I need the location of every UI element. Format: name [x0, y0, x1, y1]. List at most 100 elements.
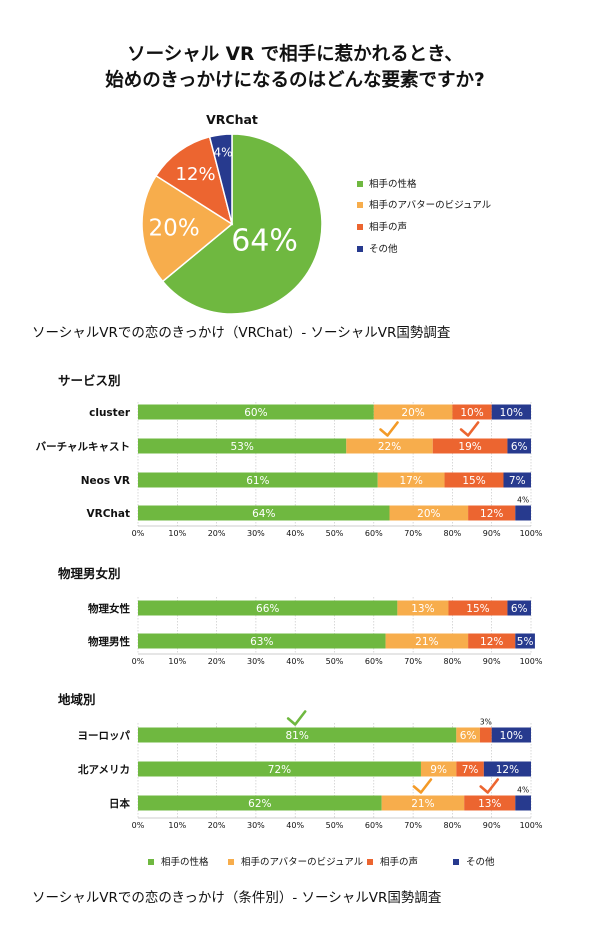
bar-segment [452, 404, 492, 420]
bar-value-label: 12% [496, 764, 519, 776]
bar-value-label: 81% [285, 730, 308, 742]
legend-swatch-1 [148, 859, 154, 865]
pie-legend-label-1: 相手の性格 [369, 178, 417, 190]
pie-slice-2 [141, 174, 234, 283]
legend-swatch-3 [367, 859, 373, 865]
x-tick-label: 10% [168, 821, 186, 830]
bar-segment [515, 633, 535, 649]
legend-label-1: 相手の性格 [161, 856, 209, 868]
bar-group-title-1: サービス別 [58, 373, 121, 388]
x-tick-label: 60% [365, 821, 383, 830]
x-tick-label: 10% [168, 657, 186, 666]
bar-value-label: 53% [230, 441, 253, 453]
pie-legend-label-2: 相手のアバターのビジュアル [369, 199, 492, 211]
category-label: 物理男性 [88, 635, 130, 648]
category-label: 物理女性 [88, 602, 130, 615]
bar-segment [432, 438, 508, 454]
pie-legend-swatch-2 [357, 202, 363, 208]
x-tick-label: 70% [404, 821, 422, 830]
x-tick-label: 90% [483, 529, 501, 538]
bar-value-label: 10% [500, 407, 523, 419]
bar-segment [138, 795, 382, 811]
bar-group-title-3: 地域別 [58, 692, 96, 707]
bar-segment [397, 600, 449, 616]
bar-value-label: 21% [411, 798, 434, 810]
bar-segment [377, 472, 445, 488]
bar-value-label: 6% [511, 441, 528, 453]
bar-segment [373, 404, 453, 420]
bar-value-label: 15% [462, 475, 485, 487]
bar-value-label: 62% [248, 798, 271, 810]
x-tick-label: 30% [247, 529, 265, 538]
legend-swatch-2 [228, 859, 234, 865]
x-tick-label: 40% [286, 821, 304, 830]
x-tick-label: 0% [132, 821, 145, 830]
bar-value-label: 3% [480, 718, 492, 727]
checkmark-icon [379, 421, 399, 437]
bar-segment [138, 727, 457, 743]
bar-segment [389, 505, 469, 521]
bar-segment [138, 633, 386, 649]
pie-legend-label-4: その他 [369, 243, 398, 255]
pie-label-3: 12% [176, 164, 216, 185]
bar-segment [444, 472, 504, 488]
bar-caption: ソーシャルVRでの恋のきっかけ（条件別）- ソーシャルVR国勢調査 [32, 890, 442, 906]
bar-segment [515, 505, 531, 521]
bar-value-label: 4% [517, 786, 529, 795]
bar-value-label: 66% [256, 603, 279, 615]
bar-value-label: 61% [246, 475, 269, 487]
bar-segment [515, 795, 531, 811]
x-tick-label: 100% [520, 821, 543, 830]
bar-value-label: 17% [399, 475, 422, 487]
x-tick-label: 30% [247, 821, 265, 830]
bar-segment [468, 505, 516, 521]
pie-label-4: 4% [213, 146, 232, 160]
x-tick-label: 60% [365, 657, 383, 666]
x-tick-label: 80% [444, 821, 462, 830]
x-tick-label: 20% [208, 529, 226, 538]
x-tick-label: 50% [326, 657, 344, 666]
bar-value-label: 13% [478, 798, 501, 810]
chart-title-line1: ソーシャル VR で相手に惹かれるとき、 [127, 44, 463, 65]
x-tick-label: 20% [208, 657, 226, 666]
x-tick-label: 50% [326, 821, 344, 830]
x-tick-label: 40% [286, 529, 304, 538]
category-label: ヨーロッパ [78, 730, 131, 742]
bar-value-label: 15% [466, 603, 489, 615]
bar-value-label: 12% [480, 508, 503, 520]
bar-group-title-2: 物理男女別 [58, 566, 121, 581]
bar-segment [138, 761, 421, 777]
pie-legend-swatch-4 [357, 246, 363, 252]
bar-segment [491, 404, 531, 420]
bar-segment [456, 727, 480, 743]
pie-slice-1 [161, 133, 323, 315]
bar-segment [420, 761, 457, 777]
bar-value-label: 21% [415, 636, 438, 648]
bar-value-label: 20% [417, 508, 440, 520]
x-tick-label: 100% [520, 657, 543, 666]
x-tick-label: 80% [444, 657, 462, 666]
bar-segment [448, 600, 508, 616]
pie-label-1: 64% [231, 223, 298, 258]
bar-segment [138, 438, 347, 454]
bar-segment [138, 472, 378, 488]
bar-segment [456, 761, 484, 777]
pie-slice-3 [154, 135, 234, 226]
bar-value-label: 10% [460, 407, 483, 419]
bar-value-label: 20% [401, 407, 424, 419]
bar-value-label: 64% [252, 508, 275, 520]
bar-segment [138, 404, 374, 420]
pie-slice-4 [208, 133, 233, 225]
bar-value-label: 12% [480, 636, 503, 648]
bar-segment [503, 472, 531, 488]
category-label: 日本 [109, 797, 130, 810]
bar-value-label: 6% [460, 730, 477, 742]
bar-value-label: 9% [430, 764, 447, 776]
bar-value-label: 6% [511, 603, 528, 615]
x-tick-label: 100% [520, 529, 543, 538]
category-label: cluster [89, 407, 131, 419]
bar-value-label: 22% [378, 441, 401, 453]
bar-segment [491, 727, 531, 743]
bar-segment [468, 633, 516, 649]
